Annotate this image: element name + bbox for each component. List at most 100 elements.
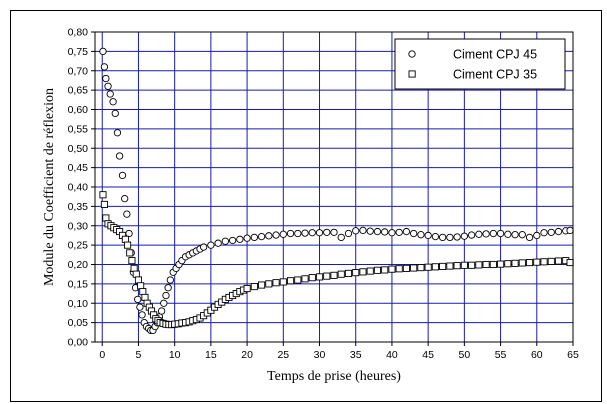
data-point-circle — [199, 243, 208, 251]
data-point-square — [344, 269, 353, 277]
data-point-circle — [286, 229, 295, 238]
x-tick-label: 30 — [314, 349, 326, 361]
data-point-circle — [381, 228, 389, 236]
legend: Ciment CPJ 45 Ciment CPJ 35 — [394, 38, 566, 90]
y-axis-label: Module du Coefficient de réflexion — [42, 88, 57, 286]
data-point-square — [139, 288, 147, 296]
data-point-circle — [207, 241, 215, 249]
data-point-square — [533, 258, 541, 266]
data-point-square — [468, 261, 476, 269]
data-point-circle — [301, 229, 309, 237]
y-tick-label: 0,30 — [68, 220, 89, 232]
x-tick-label: 5 — [136, 349, 142, 361]
data-point-circle — [366, 227, 374, 235]
chart-frame: 0 5 10 15 20 25 30 35 40 45 50 55 60 65 0,00 0,05 0,10 0,… — [10, 10, 602, 402]
data-point-square — [381, 266, 389, 274]
legend-square-marker — [408, 70, 416, 78]
data-point-square — [410, 264, 418, 272]
y-tick-label: 0,15 — [68, 278, 89, 290]
data-point-circle — [489, 229, 497, 238]
data-point-circle — [438, 233, 447, 242]
data-point-square — [102, 214, 110, 222]
x-tick-label: 25 — [277, 349, 289, 361]
scatter-chart: 0 5 10 15 20 25 30 35 40 45 50 55 60 65 0,00 0,05 0,10 0,… — [42, 27, 579, 385]
data-point-square — [308, 274, 316, 282]
data-point-square — [540, 258, 548, 266]
data-point-square — [453, 262, 461, 270]
data-point-square — [121, 235, 129, 243]
data-point-circle — [236, 235, 244, 243]
data-point-square — [243, 284, 251, 293]
data-point-square — [323, 272, 331, 280]
legend-label: Ciment CPJ 35 — [453, 68, 537, 82]
y-tick-label: 0,35 — [68, 201, 89, 213]
data-point-square — [566, 259, 574, 267]
legend-circle-marker — [408, 50, 416, 58]
y-tick-label: 0,10 — [68, 298, 89, 310]
data-point-square — [518, 259, 526, 267]
data-point-circle — [315, 229, 324, 237]
data-point-circle — [566, 226, 574, 235]
data-point-circle — [504, 230, 512, 238]
data-point-circle — [243, 234, 251, 242]
data-point-circle — [257, 232, 266, 241]
data-point-square — [373, 266, 382, 274]
data-point-square — [250, 283, 258, 291]
y-tick-label: 0,75 — [68, 46, 89, 58]
data-point-square — [497, 260, 505, 268]
data-point-square — [547, 257, 555, 265]
legend-box — [394, 38, 566, 90]
data-point-square — [330, 271, 338, 279]
data-point-circle — [250, 233, 258, 242]
x-tick-label: 10 — [169, 349, 181, 361]
data-point-circle — [323, 228, 331, 236]
data-point-circle — [134, 295, 142, 304]
data-point-square — [395, 265, 403, 273]
data-point-square — [424, 263, 432, 271]
x-tick-label: 15 — [205, 349, 217, 361]
data-point-square — [417, 264, 425, 272]
x-tick-label: 20 — [241, 349, 253, 361]
data-point-square — [366, 267, 374, 275]
data-point-circle — [373, 227, 382, 236]
data-point-square — [352, 269, 360, 277]
data-point-circle — [410, 229, 418, 238]
data-point-circle — [100, 63, 109, 71]
y-tick-label: 0,20 — [68, 259, 89, 271]
x-tick-label: 55 — [495, 349, 507, 361]
data-point-square — [134, 276, 143, 284]
data-point-circle — [221, 237, 230, 245]
data-point-circle — [265, 232, 273, 240]
data-point-square — [446, 262, 454, 270]
data-point-square — [265, 280, 273, 288]
data-point-circle — [511, 231, 519, 239]
data-point-square — [439, 262, 447, 270]
data-point-circle — [431, 232, 440, 241]
data-point-circle — [344, 229, 353, 238]
data-point-circle — [157, 307, 166, 315]
data-point-square — [132, 270, 140, 278]
data-point-circle — [395, 228, 403, 236]
data-point-circle — [337, 233, 345, 242]
data-point-square — [482, 260, 490, 269]
data-point-circle — [482, 230, 490, 238]
tick-labels: 0 5 10 15 20 25 30 35 40 45 50 55 60 65 0,00 0,05 0,10 0,… — [68, 27, 579, 362]
data-point-circle — [540, 229, 548, 237]
data-point-square — [130, 264, 138, 272]
data-point-circle — [272, 231, 280, 239]
data-point-circle — [136, 303, 144, 311]
x-tick-label: 50 — [459, 349, 471, 361]
y-tick-label: 0,55 — [68, 123, 89, 135]
data-point-square — [279, 278, 287, 286]
y-tick-label: 0,50 — [68, 143, 89, 155]
data-point-circle — [102, 74, 110, 83]
data-point-circle — [330, 228, 338, 236]
series-markers — [99, 47, 574, 335]
data-point-square — [294, 276, 302, 284]
data-point-square — [431, 263, 439, 271]
x-tick-label: 35 — [350, 349, 362, 361]
legend-label: Ciment CPJ 45 — [453, 48, 537, 62]
data-point-circle — [359, 226, 367, 235]
y-tick-label: 0,80 — [68, 27, 89, 39]
data-point-circle — [467, 231, 476, 239]
